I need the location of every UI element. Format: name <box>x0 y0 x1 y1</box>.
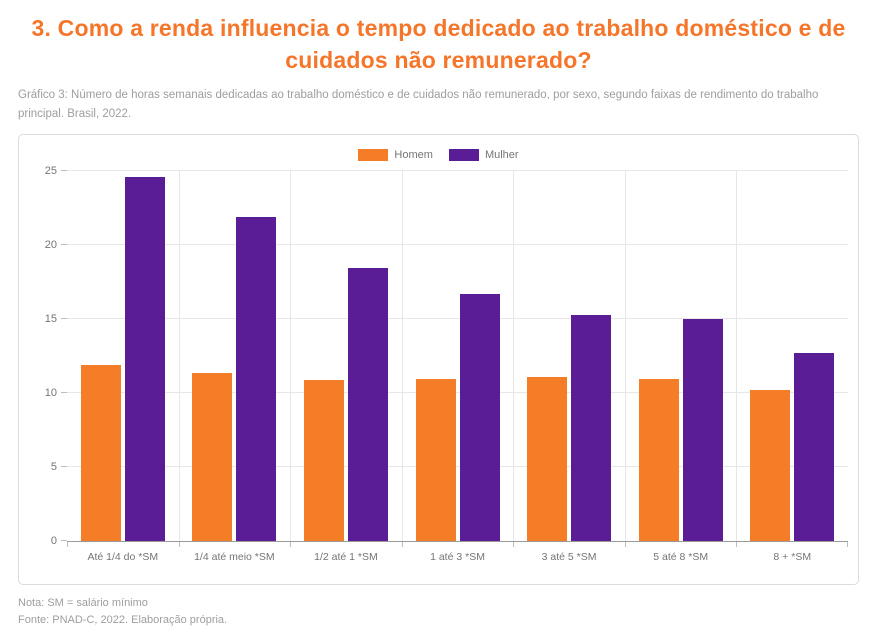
bar-mulher[interactable] <box>459 294 500 542</box>
x-tick-label: 3 até 5 *SM <box>541 551 597 564</box>
bar-homem[interactable] <box>80 365 121 542</box>
page-title: 3. Como a renda influencia o tempo dedic… <box>31 15 846 74</box>
bar-group <box>402 171 514 542</box>
legend-item-mulher[interactable]: Mulher <box>448 149 519 162</box>
y-tick-label: 0 <box>50 535 57 548</box>
bar-group <box>67 171 179 542</box>
h-gridline <box>67 170 848 172</box>
chart-caption: Gráfico 3: Número de horas semanais dedi… <box>18 89 819 121</box>
bar-homem[interactable] <box>527 377 568 542</box>
x-tickmark <box>401 542 403 548</box>
legend-swatch-mulher <box>448 149 479 162</box>
bar-mulher[interactable] <box>347 267 388 542</box>
h-gridline <box>67 392 848 394</box>
legend-swatch-homem <box>358 149 389 162</box>
bar-mulher[interactable] <box>124 177 165 542</box>
y-tick-label: 20 <box>44 239 57 252</box>
x-tick-label: 1/4 até meio *SM <box>194 551 275 564</box>
y-tick-label: 10 <box>44 387 57 400</box>
bar-mulher[interactable] <box>682 319 723 542</box>
y-tick-label: 15 <box>44 313 57 326</box>
x-tickmark <box>736 542 738 548</box>
bar-mulher[interactable] <box>571 314 612 542</box>
x-tick-label: Até 1/4 do *SM <box>87 551 159 564</box>
v-gridline <box>290 171 292 542</box>
y-tick-label: 25 <box>44 165 57 178</box>
source-line: Fonte: PNAD-C, 2022. Elaboração própria. <box>18 614 228 627</box>
x-tickmark <box>624 542 626 548</box>
x-tick-label: 1/2 até 1 *SM <box>314 551 378 564</box>
y-tickmark <box>61 466 67 468</box>
bar-group <box>290 171 402 542</box>
bar-homem[interactable] <box>303 380 344 542</box>
bar-homem[interactable] <box>415 378 456 542</box>
h-gridline <box>67 318 848 320</box>
h-gridline <box>67 244 848 246</box>
y-tickmark <box>61 244 67 246</box>
bar-homem[interactable] <box>192 372 233 542</box>
v-gridline <box>401 171 403 542</box>
legend-label: Homem <box>394 149 433 162</box>
y-tick-label: 5 <box>50 461 57 474</box>
x-tick-label: 5 até 8 *SM <box>653 551 709 564</box>
legend-item-homem[interactable]: Homem <box>358 149 433 162</box>
x-tickmark <box>67 542 68 548</box>
x-tickmark <box>847 542 848 548</box>
v-gridline <box>513 171 515 542</box>
footnotes: Nota: SM = salário mínimo Fonte: PNAD-C,… <box>18 595 859 629</box>
v-gridline <box>624 171 626 542</box>
y-tickmark <box>61 318 67 320</box>
bar-group <box>736 171 848 542</box>
h-gridline <box>67 466 848 468</box>
x-tickmark <box>513 542 515 548</box>
bar-group <box>179 171 291 542</box>
bar-mulher[interactable] <box>794 353 835 542</box>
chart-card: Homem Mulher 0 5 10 15 20 25 Até 1/4 do *SM 1/4… <box>18 134 859 586</box>
note-line: Nota: SM = salário mínimo <box>18 597 148 610</box>
bar-homem[interactable] <box>638 378 679 542</box>
v-gridline <box>736 171 738 542</box>
y-tickmark <box>61 540 67 542</box>
legend-label: Mulher <box>484 149 519 162</box>
v-gridline <box>178 171 180 542</box>
x-tick-label: 1 até 3 *SM <box>430 551 485 564</box>
x-axis: Até 1/4 do *SM 1/4 até meio *SM 1/2 até 1 … <box>67 542 848 572</box>
bar-group <box>625 171 737 542</box>
plot-area: 0 5 10 15 20 25 <box>45 165 848 547</box>
chart-legend: Homem Mulher <box>27 145 850 165</box>
bar-homem[interactable] <box>750 390 791 542</box>
x-tick-label: 8 + *SM <box>773 551 812 564</box>
x-tickmark <box>178 542 180 548</box>
bar-mulher[interactable] <box>236 217 277 542</box>
y-tickmark <box>61 392 67 394</box>
bar-group <box>513 171 625 542</box>
x-tickmark <box>290 542 292 548</box>
bar-groups <box>67 171 848 542</box>
x-axis-labels: Até 1/4 do *SM 1/4 até meio *SM 1/2 até 1 … <box>67 542 848 572</box>
y-tickmark <box>61 170 67 172</box>
